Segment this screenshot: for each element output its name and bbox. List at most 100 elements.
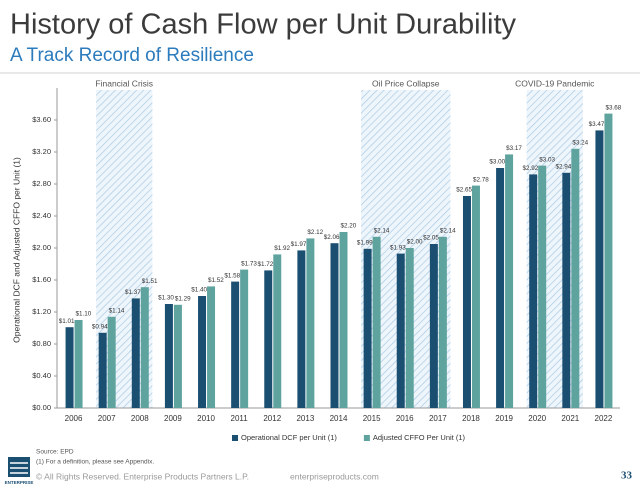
value-label: $2.12 [307,229,323,236]
value-label: $1.14 [109,307,125,314]
bar [273,254,282,408]
bar [363,248,372,408]
value-label: $1.10 [76,311,92,318]
value-label: $2.65 [456,187,472,194]
x-tick-label: 2011 [231,414,249,423]
bar [198,296,207,408]
y-tick-label: $0.00 [32,403,51,412]
bar [429,244,438,408]
value-label: $1.92 [274,245,290,252]
value-label: $1.73 [241,260,257,267]
y-tick-label: $3.60 [32,115,51,124]
bar [140,287,149,408]
value-label: $1.58 [224,272,240,279]
bar [264,270,273,408]
x-tick-label: 2008 [131,414,149,423]
plot: Financial Crisis Oil Price Collapse COVID-… [32,78,621,442]
y-tick-label: $0.80 [32,339,51,348]
bar [74,320,83,408]
bar [131,298,140,408]
bar [405,248,414,408]
x-tick-label: 2009 [164,414,182,423]
y-tick-label: $1.20 [32,307,51,316]
bar [207,286,216,408]
period-label: Oil Price Collapse [372,78,440,88]
value-label: $2.14 [440,227,456,234]
value-label: $2.92 [522,165,538,172]
legend-label: Operational DCF per Unit (1) [241,433,337,442]
value-label: $2.00 [407,239,423,246]
value-label: $2.06 [324,234,340,241]
value-label: $1.40 [191,287,207,294]
value-label: $3.17 [506,145,522,152]
bar [107,316,116,408]
x-tick-label: 2012 [263,414,281,423]
value-label: $2.94 [556,163,572,170]
footnote: (1) For a definition, please see Appendi… [36,459,154,466]
value-label: $1.93 [390,244,406,251]
value-label: $3.68 [605,104,621,111]
x-tick-label: 2020 [528,414,546,423]
title: History of Cash Flow per Unit Durability [10,9,517,41]
bar [496,168,505,408]
bar [462,196,471,408]
value-label: $1.30 [158,295,174,302]
bar [571,148,580,409]
bar [65,327,74,408]
value-label: $1.29 [175,295,191,302]
x-tick-label: 2015 [363,414,381,423]
bar [231,281,240,408]
value-label: $2.05 [423,235,439,242]
value-label: $0.94 [92,323,108,330]
bar [98,332,107,408]
x-tick-label: 2019 [495,414,513,423]
x-tick-label: 2013 [296,414,314,423]
y-tick-label: $2.00 [32,243,51,252]
y-tick-label: $0.40 [32,371,51,380]
bar [339,232,348,408]
x-tick-label: 2010 [197,414,215,423]
value-label: $1.97 [291,241,307,248]
value-label: $1.52 [208,277,224,284]
bar [529,174,538,408]
value-label: $1.51 [142,278,158,285]
y-tick-label: $3.20 [32,147,51,156]
bar [595,130,604,408]
source: Source: EPD [36,449,74,456]
bar [396,253,405,408]
x-tick-label: 2017 [429,414,447,423]
bar [438,236,447,408]
legend-label: Adjusted CFFO Per Unit (1) [373,433,466,442]
legend-swatch [232,435,238,441]
period-label: COVID-19 Pandemic [515,78,595,88]
logo-lines [10,462,28,474]
y-tick-label: $1.60 [32,275,51,284]
value-label: $1.37 [125,289,141,296]
value-label: $2.20 [341,223,357,230]
bar [562,172,571,408]
value-label: $1.72 [257,261,273,268]
bar [538,165,547,408]
bar [240,269,249,408]
x-tick-label: 2021 [561,414,579,423]
x-tick-label: 2018 [462,414,480,423]
bar [471,185,480,408]
copyright: © All Rights Reserved. Enterprise Produc… [36,471,249,481]
value-label: $3.03 [539,156,555,163]
value-label: $3.24 [572,139,588,146]
bar [505,154,514,408]
logo-mark [8,457,30,477]
x-tick-label: 2016 [396,414,414,423]
bar [604,113,613,408]
page-number: 33 [621,470,633,482]
bar [164,304,173,408]
period-label: Financial Crisis [95,78,153,88]
legend-swatch [363,435,370,441]
value-label: $3.47 [589,121,605,128]
bar [306,238,315,408]
value-label: $2.78 [473,176,489,183]
value-label: $1.99 [357,239,373,246]
value-label: $3.00 [489,159,505,166]
y-tick-label: $2.40 [32,211,51,220]
